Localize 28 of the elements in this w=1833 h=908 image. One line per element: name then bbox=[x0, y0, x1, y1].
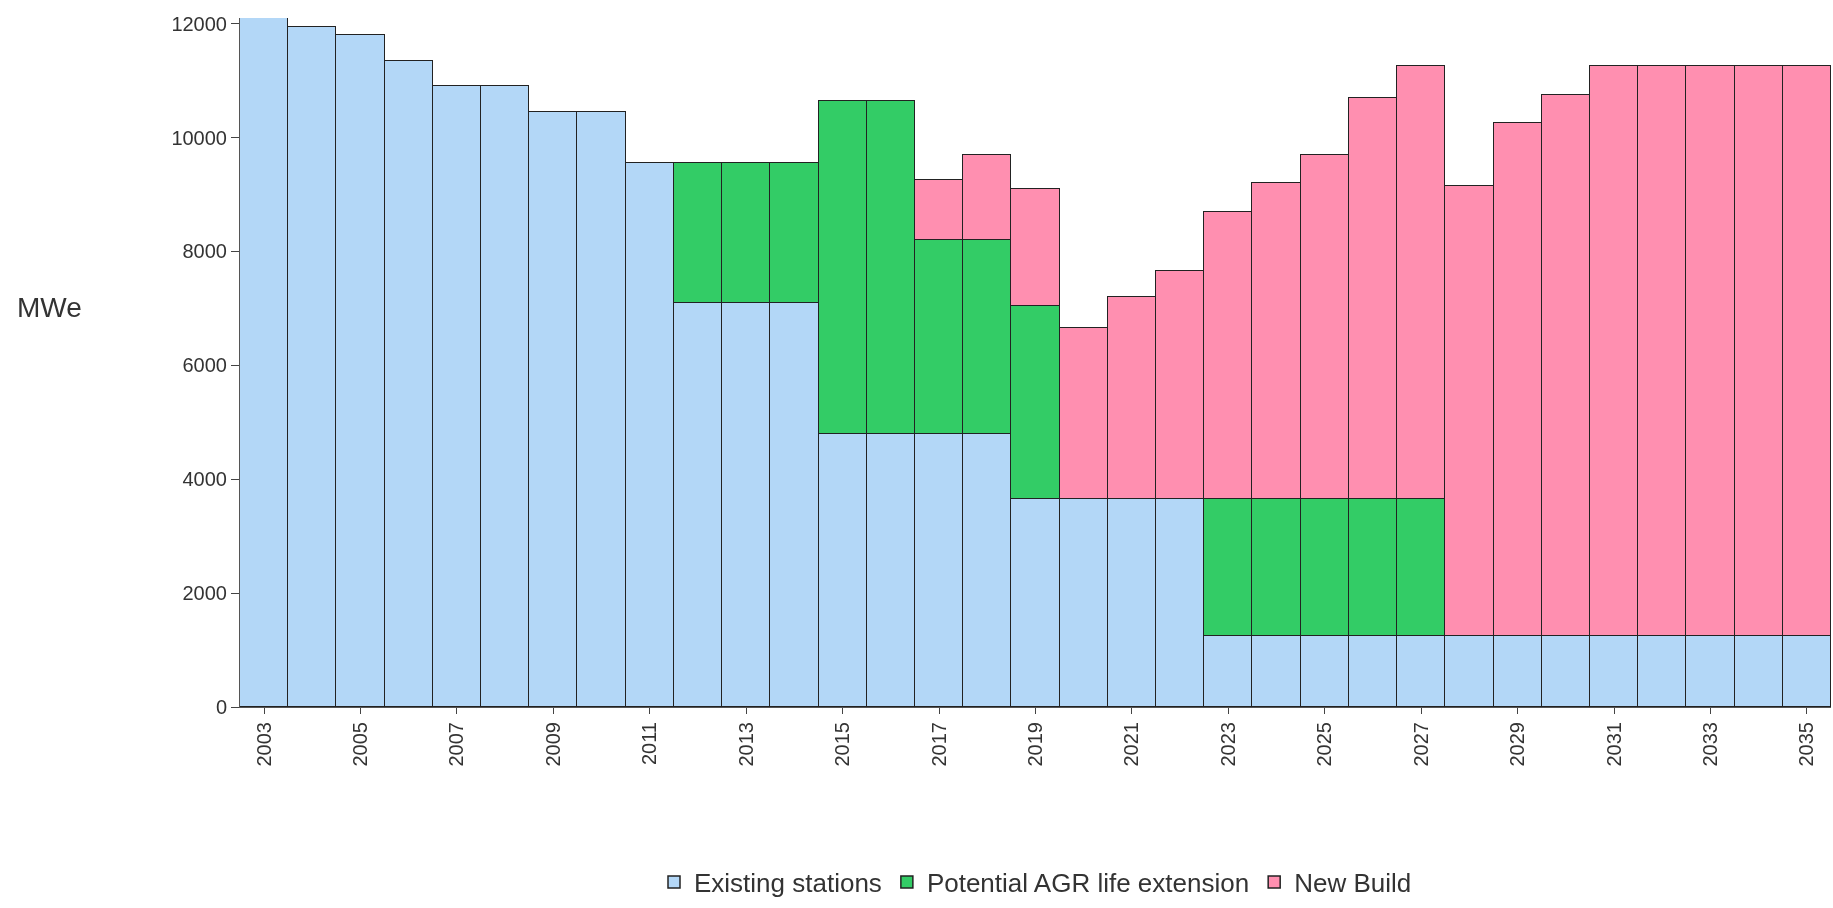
y-tick-label: 0 bbox=[215, 696, 227, 718]
x-tick-label: 2031 bbox=[1602, 722, 1625, 767]
y-tick-label: 6000 bbox=[182, 354, 227, 377]
x-tick-label: 2035 bbox=[1795, 722, 1818, 767]
legend-label: Existing stations bbox=[694, 868, 882, 899]
y-tick-label: 4000 bbox=[182, 468, 227, 491]
x-tick-label: 2021 bbox=[1120, 722, 1143, 767]
x-tick-label: 2027 bbox=[1409, 722, 1432, 767]
y-tick-label: 12000 bbox=[171, 12, 227, 35]
x-tick-label: 2017 bbox=[927, 722, 950, 767]
x-tick-label: 2009 bbox=[541, 722, 564, 767]
x-tick-label: 2007 bbox=[445, 722, 468, 767]
legend-label: Potential AGR life extension bbox=[926, 868, 1250, 899]
y-tick-label: 2000 bbox=[182, 582, 227, 605]
x-tick-label: 2033 bbox=[1698, 722, 1721, 767]
y-tick-label: 8000 bbox=[182, 240, 227, 263]
y-axis-title: MWe bbox=[17, 292, 82, 323]
x-tick-label: 2003 bbox=[252, 722, 275, 767]
x-tick-label: 2023 bbox=[1216, 722, 1239, 767]
x-tick-label: 2025 bbox=[1313, 722, 1336, 767]
legend-label: New Build bbox=[1294, 868, 1412, 899]
x-tick-label: 2029 bbox=[1506, 722, 1529, 767]
x-tick-label: 2019 bbox=[1024, 722, 1046, 767]
x-tick-label: 2011 bbox=[638, 722, 661, 766]
x-tick-label: 2015 bbox=[831, 722, 854, 767]
y-tick-label: 10000 bbox=[171, 126, 227, 149]
x-tick-label: 2005 bbox=[349, 722, 372, 767]
x-tick-label: 2013 bbox=[734, 722, 757, 767]
